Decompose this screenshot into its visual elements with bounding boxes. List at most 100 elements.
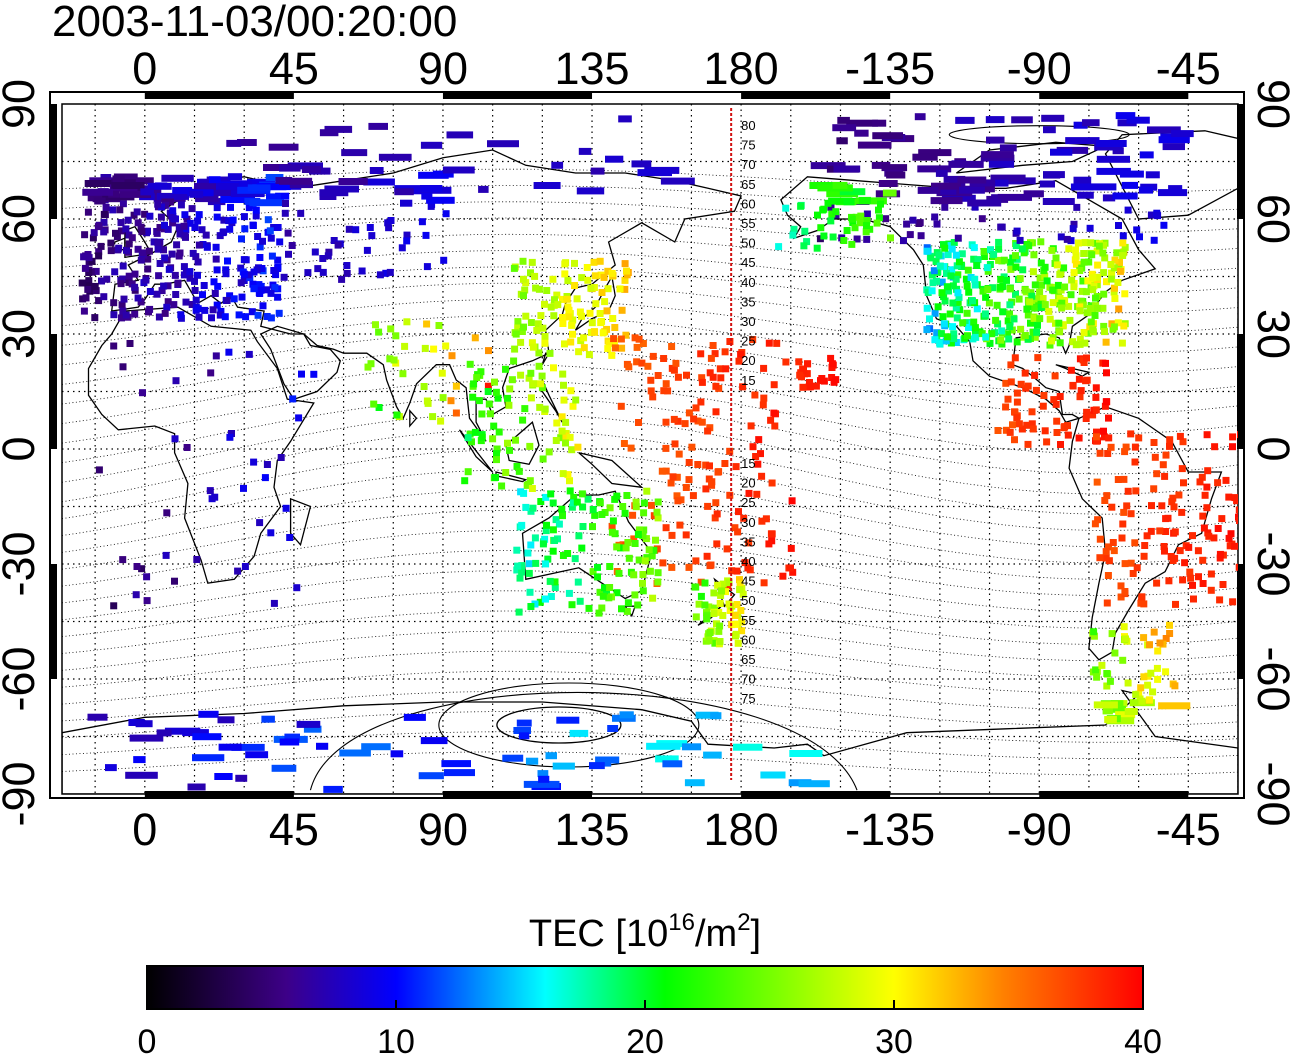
tec-cell-australia — [617, 544, 624, 552]
tec-cell-north-america — [996, 283, 1004, 291]
tec-cell-europe — [156, 224, 164, 231]
tec-cell-pacific-tropics — [660, 387, 668, 395]
tec-cell-south-america — [1216, 596, 1224, 604]
tec-cell-north-america — [924, 289, 932, 296]
tec-cell-europe — [195, 211, 203, 219]
tec-cell-europe — [164, 225, 172, 233]
tec-cell-east-asia — [563, 295, 571, 303]
tec-cell-australia — [609, 517, 617, 525]
right-lat-tick: 90 — [1248, 79, 1292, 129]
tec-cell-southeast-asia — [461, 477, 469, 485]
tec-cell-south-america — [1207, 570, 1215, 578]
tec-cell-australia — [648, 552, 656, 560]
tec-cell-pacific-tropics — [712, 408, 720, 416]
tec-cell-australia — [624, 599, 632, 607]
tec-cell-patagonia — [1090, 628, 1098, 636]
tec-cell-antarctica — [552, 762, 575, 770]
tec-cell-south-america — [1150, 439, 1158, 446]
tec-cell-central-america — [1032, 386, 1040, 394]
tec-cell-russia — [352, 226, 360, 234]
tec-cell-europe — [85, 277, 93, 285]
contour-line — [62, 396, 1238, 475]
tec-cell-north-america — [948, 245, 956, 253]
tec-cell-north-america — [1121, 243, 1129, 251]
tec-cell-siberia-arctic — [279, 164, 301, 172]
tec-cell-africa — [277, 454, 285, 461]
tec-cell-antarctica — [646, 742, 681, 750]
tec-cell-australia — [564, 550, 572, 557]
tec-cell-australia — [649, 594, 657, 602]
tec-cell-europe — [271, 284, 279, 292]
tec-cell-antarctica — [156, 729, 172, 737]
tec-cell-patagonia — [1162, 668, 1170, 676]
tec-cell-canada-arctic — [1102, 194, 1116, 202]
tec-cell-north-america — [1053, 261, 1061, 269]
tec-cell-south-asia — [452, 409, 460, 417]
tec-cell-east-asia — [543, 287, 551, 294]
tec-cell-south-america — [1178, 465, 1186, 473]
tec-cell-antarctica — [125, 771, 158, 779]
tec-cell-pacific-tropics — [757, 450, 764, 458]
tec-cell-australia — [518, 562, 526, 570]
tec-cell-patagonia — [1138, 697, 1146, 705]
tec-cell-australia — [625, 554, 633, 562]
tec-cell-pacific-tropics — [745, 489, 753, 497]
tec-cell-new-zealand — [697, 592, 705, 600]
tec-cell-north-america — [1082, 288, 1090, 296]
tec-cell-europe — [274, 263, 282, 271]
tec-cell-north-america — [1038, 281, 1046, 289]
tec-cell-europe — [128, 234, 136, 242]
tec-cell-southeast-asia — [498, 482, 506, 490]
tec-cell-australia — [518, 568, 526, 576]
meridian-label: 30 — [741, 515, 755, 530]
meridian-label: 75 — [741, 138, 755, 153]
tec-cell-north-america — [1092, 294, 1099, 302]
tec-cell-southeast-asia — [495, 428, 503, 436]
tec-cell-south-america — [1201, 491, 1209, 499]
tec-cell-russia — [338, 275, 346, 283]
pole-contour-outer — [309, 691, 858, 791]
tec-cell-europe — [91, 282, 99, 290]
tec-cell-south-america — [1159, 461, 1167, 469]
tec-cell-europe — [80, 253, 88, 261]
tec-cell-canada-arctic — [1136, 233, 1143, 241]
tec-cell-antarctica — [245, 751, 269, 759]
tec-cell-europe — [252, 212, 260, 220]
tec-cell-central-america — [1002, 379, 1010, 387]
tec-cell-russia — [369, 167, 384, 174]
tec-cell-patagonia — [1111, 649, 1119, 657]
tec-cell-australia — [568, 601, 576, 609]
tec-cell-pacific-tropics — [744, 564, 752, 572]
tec-cell-south-america — [1169, 494, 1177, 502]
tec-cell-south-america — [1109, 539, 1117, 546]
tec-cell-alaska — [848, 240, 856, 248]
tec-cell-southeast-asia — [493, 445, 501, 453]
colorbar-tick-label: 30 — [875, 1023, 913, 1057]
tec-cell-europe — [131, 270, 139, 278]
tec-cell-southeast-asia — [523, 481, 531, 489]
tec-cell-europe — [188, 205, 196, 213]
bottom-lon-tick: 90 — [418, 804, 468, 855]
tec-cell-east-asia — [518, 328, 526, 335]
tec-cell-pacific-tropics — [716, 365, 724, 373]
tec-cell-russia — [363, 178, 395, 186]
tec-cell-europe — [259, 302, 267, 310]
tec-cell-europe — [134, 219, 142, 227]
tec-cell-canada-arctic — [933, 220, 941, 228]
tec-cell-south-america — [1147, 527, 1155, 535]
tec-cell-central-america — [1076, 393, 1084, 401]
tec-cell-south-asia — [387, 325, 395, 333]
tec-cell-north-america — [1056, 270, 1064, 278]
tec-cell-europe — [200, 282, 208, 289]
tec-cell-north-america — [947, 272, 955, 280]
right-edge-bar — [1237, 104, 1244, 219]
bottom-lon-tick: 135 — [554, 804, 629, 855]
tec-cell-north-america — [952, 251, 960, 259]
tec-cell-europe — [98, 277, 105, 285]
tec-cell-antarctica — [303, 725, 322, 733]
tec-cell-pacific-tropics — [760, 579, 768, 587]
tec-cell-australia — [576, 597, 584, 605]
tec-cell-alaska — [801, 227, 809, 235]
tec-cell-pacific-tropics — [672, 359, 680, 367]
tec-cell-canada-arctic — [872, 119, 887, 127]
